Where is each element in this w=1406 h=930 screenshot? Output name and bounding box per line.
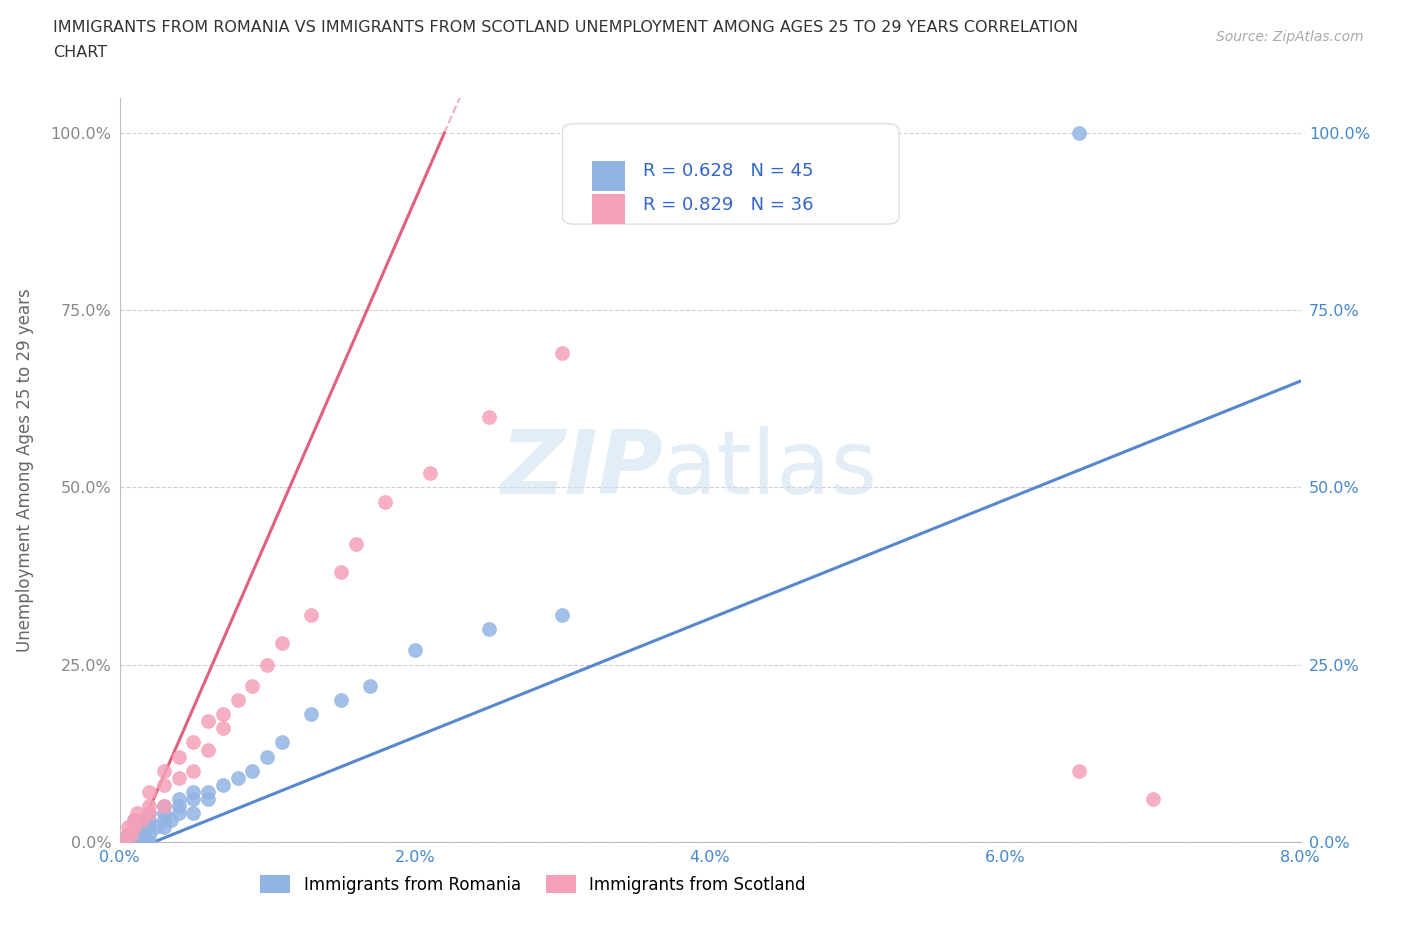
Point	[131, 827, 153, 842]
Point	[153, 806, 174, 821]
Point	[226, 693, 249, 708]
Point	[404, 643, 426, 658]
Point	[124, 820, 146, 835]
Point	[153, 799, 174, 814]
Text: atlas: atlas	[662, 426, 877, 513]
Point	[197, 713, 219, 728]
Legend: Immigrants from Romania, Immigrants from Scotland: Immigrants from Romania, Immigrants from…	[253, 869, 813, 900]
Point	[167, 791, 190, 806]
Text: ZIP: ZIP	[501, 426, 662, 513]
Point	[124, 813, 146, 828]
Point	[1069, 126, 1091, 140]
Point	[551, 607, 574, 622]
Text: R = 0.829   N = 36: R = 0.829 N = 36	[643, 196, 813, 214]
Point	[1142, 791, 1164, 806]
Point	[242, 764, 264, 778]
Point	[128, 834, 150, 849]
Point	[112, 834, 135, 849]
Point	[167, 770, 190, 785]
Point	[301, 707, 323, 722]
Point	[197, 791, 219, 806]
Point	[183, 735, 205, 750]
Point	[131, 820, 153, 835]
Point	[242, 678, 264, 693]
Point	[360, 678, 382, 693]
Text: CHART: CHART	[53, 45, 107, 60]
Point	[153, 764, 174, 778]
Text: IMMIGRANTS FROM ROMANIA VS IMMIGRANTS FROM SCOTLAND UNEMPLOYMENT AMONG AGES 25 T: IMMIGRANTS FROM ROMANIA VS IMMIGRANTS FR…	[53, 20, 1078, 35]
FancyBboxPatch shape	[592, 161, 626, 191]
Point	[127, 806, 149, 821]
Point	[124, 834, 146, 849]
Text: Source: ZipAtlas.com: Source: ZipAtlas.com	[1216, 30, 1364, 44]
Point	[301, 607, 323, 622]
Point	[160, 813, 183, 828]
Point	[124, 820, 146, 835]
Point	[138, 813, 160, 828]
Point	[124, 813, 146, 828]
Point	[211, 721, 233, 736]
Point	[197, 742, 219, 757]
Point	[124, 827, 146, 842]
Point	[167, 750, 190, 764]
Point	[478, 409, 501, 424]
Point	[115, 834, 138, 849]
Point	[419, 466, 441, 481]
Point	[329, 693, 352, 708]
Point	[183, 785, 205, 800]
Point	[374, 494, 396, 509]
Point	[153, 799, 174, 814]
Point	[167, 806, 190, 821]
Point	[138, 806, 160, 821]
Point	[270, 735, 294, 750]
Point	[256, 658, 278, 672]
Point	[226, 770, 249, 785]
Point	[117, 827, 139, 842]
FancyBboxPatch shape	[562, 124, 898, 224]
Point	[256, 750, 278, 764]
Point	[117, 820, 139, 835]
Point	[138, 806, 160, 821]
Point	[138, 785, 160, 800]
Point	[118, 834, 141, 849]
Point	[211, 777, 233, 792]
Point	[197, 785, 219, 800]
Point	[153, 777, 174, 792]
Point	[167, 799, 190, 814]
Point	[138, 820, 160, 835]
Point	[183, 764, 205, 778]
Point	[183, 806, 205, 821]
Point	[145, 820, 167, 835]
Point	[211, 707, 233, 722]
Point	[112, 834, 135, 849]
Point	[1069, 764, 1091, 778]
Point	[344, 537, 367, 551]
Point	[120, 834, 142, 849]
FancyBboxPatch shape	[592, 194, 626, 224]
Point	[115, 827, 138, 842]
Text: R = 0.628   N = 45: R = 0.628 N = 45	[643, 163, 813, 180]
Point	[132, 813, 155, 828]
Point	[183, 791, 205, 806]
Point	[153, 820, 174, 835]
Point	[478, 621, 501, 636]
Point	[138, 827, 160, 842]
Point	[153, 813, 174, 828]
Point	[270, 636, 294, 651]
Point	[329, 565, 352, 579]
Point	[131, 813, 153, 828]
Point	[127, 820, 149, 835]
Point	[551, 345, 574, 360]
Point	[138, 834, 160, 849]
Point	[120, 827, 142, 842]
Y-axis label: Unemployment Among Ages 25 to 29 years: Unemployment Among Ages 25 to 29 years	[15, 287, 34, 652]
Point	[138, 799, 160, 814]
